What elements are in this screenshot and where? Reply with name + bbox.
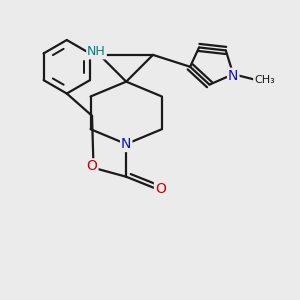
Text: CH₃: CH₃ <box>254 75 275 85</box>
Text: O: O <box>155 182 166 196</box>
Text: N: N <box>228 69 238 83</box>
Text: NH: NH <box>87 45 106 58</box>
Text: O: O <box>87 159 98 173</box>
Text: N: N <box>121 137 131 151</box>
